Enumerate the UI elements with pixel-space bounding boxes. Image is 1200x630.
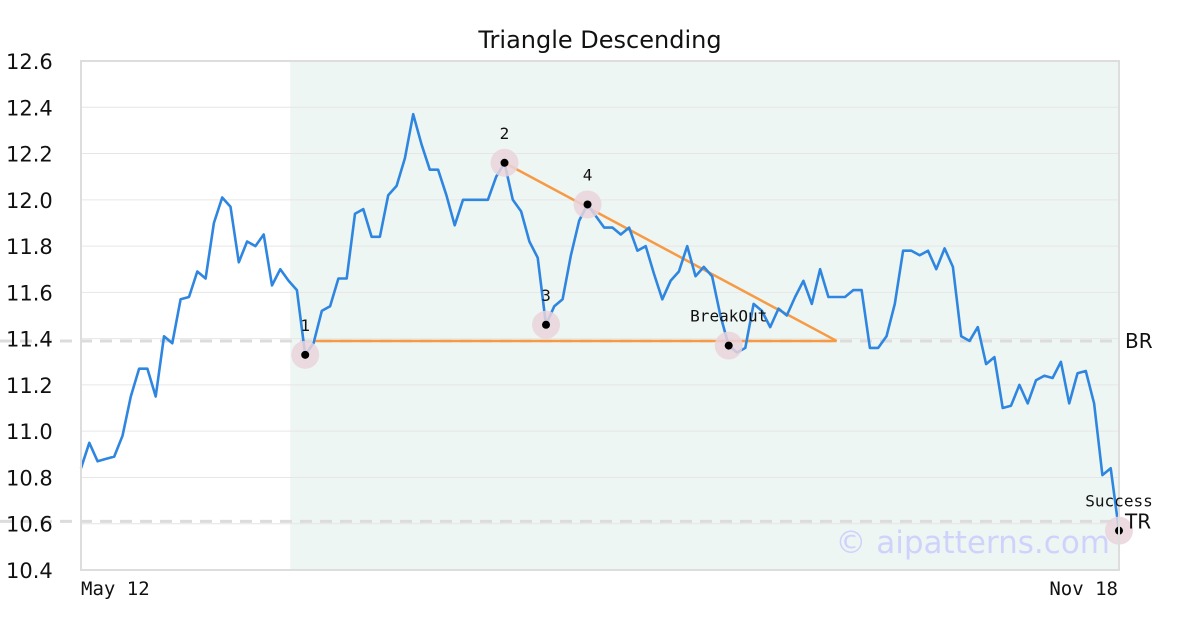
watermark: © aipatterns.com <box>835 525 1110 561</box>
x-tick-label: Nov 18 <box>1049 578 1118 600</box>
plot-frame <box>80 60 1120 571</box>
price-series-line <box>79 112 1121 531</box>
y-tick-label: 11.6 <box>6 281 53 305</box>
y-tick-label: 12.2 <box>6 143 53 167</box>
pattern-point-label: BreakOut <box>690 307 767 326</box>
pattern-point-label: 3 <box>541 286 551 305</box>
y-tick-label: 10.4 <box>6 559 53 583</box>
y-tick-label: 12.6 <box>6 50 53 74</box>
level-label: BR <box>1125 329 1153 353</box>
y-tick-label: 11.0 <box>6 420 53 444</box>
pattern-point <box>301 350 310 359</box>
pattern-point <box>724 341 733 350</box>
y-tick-label: 10.6 <box>6 513 53 537</box>
y-tick-label: 11.4 <box>6 328 53 352</box>
x-tick-label: May 12 <box>81 578 150 600</box>
y-tick-label: 11.8 <box>6 235 53 259</box>
y-tick-label: 12.4 <box>6 96 53 120</box>
pattern-point-label: 2 <box>500 124 510 143</box>
pattern-point <box>542 320 551 329</box>
pattern-point <box>500 158 509 167</box>
pattern-zone <box>290 61 1119 570</box>
y-tick-label: 12.0 <box>6 189 53 213</box>
y-tick-label: 11.2 <box>6 374 53 398</box>
pattern-point <box>583 200 592 209</box>
pattern-point-label: 4 <box>583 165 593 184</box>
pattern-point-label: Success <box>1085 492 1152 511</box>
y-tick-label: 10.8 <box>6 466 53 490</box>
pattern-point-label: 1 <box>300 316 310 335</box>
chart-title: Triangle Descending <box>477 26 721 54</box>
level-label: TR <box>1124 509 1151 533</box>
